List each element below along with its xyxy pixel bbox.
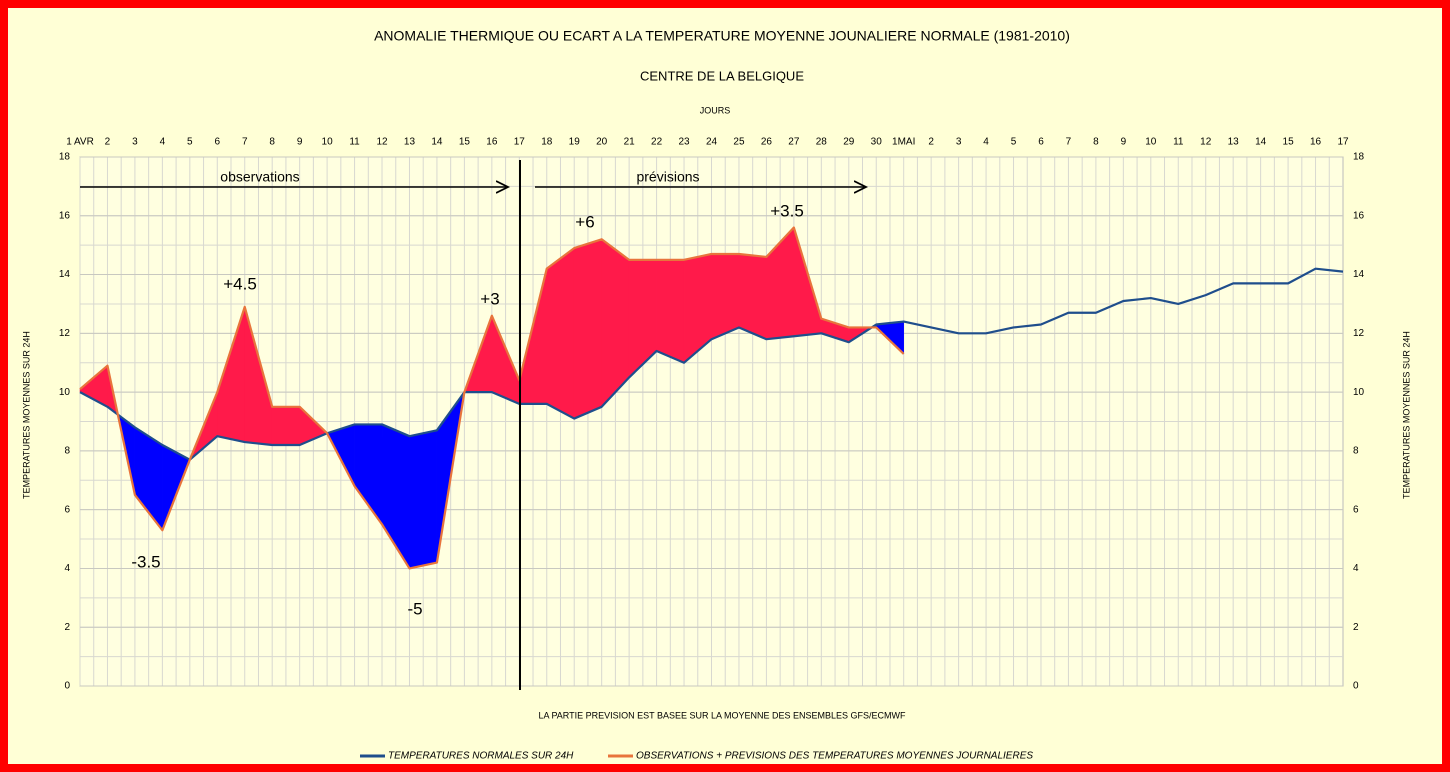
x-tick-label: 3 xyxy=(956,137,962,148)
x-tick-label: 27 xyxy=(788,137,800,148)
x-tick-label: 11 xyxy=(1173,137,1184,148)
x-tick-label: 29 xyxy=(843,137,855,148)
x-tick-label: 7 xyxy=(242,137,248,148)
x-tick-label: 4 xyxy=(983,137,989,148)
y-tick-label: 8 xyxy=(64,446,70,457)
y-tick-label: 0 xyxy=(64,681,70,692)
y2-tick-label: 6 xyxy=(1353,504,1359,515)
x-tick-label: 9 xyxy=(297,137,303,148)
x-tick-label: 9 xyxy=(1121,137,1127,148)
y2-tick-label: 0 xyxy=(1353,681,1359,692)
annotation: observations xyxy=(220,169,299,185)
y-tick-label: 16 xyxy=(59,210,71,221)
annotation: +3 xyxy=(480,289,499,308)
y-tick-label: 6 xyxy=(64,504,70,515)
x-tick-label: 26 xyxy=(761,137,773,148)
x-tick-label: 25 xyxy=(733,137,745,148)
legend-label: TEMPERATURES NORMALES SUR 24H xyxy=(388,751,574,762)
anomaly-area xyxy=(271,406,300,446)
x-tick-label: 21 xyxy=(624,137,636,148)
x-tick-label: 6 xyxy=(215,137,221,148)
x-tick-label: 3 xyxy=(132,137,138,148)
x-tick-label: 10 xyxy=(322,137,334,148)
chart-title: ANOMALIE THERMIQUE OU ECART A LA TEMPERA… xyxy=(374,28,1070,44)
x-tick-label: 8 xyxy=(1093,137,1099,148)
y2-tick-label: 12 xyxy=(1353,328,1365,339)
x-tick-label: 15 xyxy=(1283,137,1295,148)
y-tick-label: 18 xyxy=(59,152,71,163)
annotation: -5 xyxy=(407,599,422,618)
x-tick-label: 14 xyxy=(1255,137,1267,148)
y-tick-label: 2 xyxy=(64,622,70,633)
y-tick-label: 10 xyxy=(59,387,71,398)
x-tick-label: 1MAI xyxy=(892,137,915,148)
annotation: +3.5 xyxy=(770,201,804,220)
x-tick-label: 13 xyxy=(1228,137,1240,148)
y2-tick-label: 18 xyxy=(1353,152,1365,163)
annotation: +6 xyxy=(575,212,594,231)
note: LA PARTIE PREVISION EST BASEE SUR LA MOY… xyxy=(538,710,906,720)
series-line xyxy=(79,226,905,570)
anomaly-area xyxy=(738,253,767,340)
x-tick-label: 15 xyxy=(459,137,471,148)
legend-label: OBSERVATIONS + PREVISIONS DES TEMPERATUR… xyxy=(636,751,1033,762)
x-tick-label: 23 xyxy=(678,137,690,148)
x-tick-label: 19 xyxy=(569,137,581,148)
x-tick-label: 2 xyxy=(928,137,934,148)
x-tick-label: 4 xyxy=(160,137,166,148)
anomaly-area xyxy=(409,430,438,569)
y-tick-label: 14 xyxy=(59,269,71,280)
x-tick-label: 10 xyxy=(1145,137,1157,148)
y2-tick-label: 10 xyxy=(1353,387,1365,398)
annotation: prévisions xyxy=(636,169,699,185)
x-tick-label: 24 xyxy=(706,137,718,148)
x-tick-label: 5 xyxy=(187,137,193,148)
anomaly-area xyxy=(546,247,575,419)
x-tick-label: 2 xyxy=(105,137,111,148)
x-tick-label: 13 xyxy=(404,137,416,148)
y2-axis-label: TEMPERATURES MOYENNES SUR 24H xyxy=(1401,331,1411,499)
x-tick-label: 17 xyxy=(514,137,526,148)
x-tick-label: 12 xyxy=(376,137,388,148)
x-tick-label: 22 xyxy=(651,137,663,148)
x-tick-label: 18 xyxy=(541,137,553,148)
x-tick-label: 20 xyxy=(596,137,608,148)
x-tick-label: 17 xyxy=(1337,137,1349,148)
anomaly-area xyxy=(656,259,685,364)
x-tick-label: 1 AVR xyxy=(66,137,94,148)
y2-tick-label: 4 xyxy=(1353,563,1359,574)
x-tick-label: 5 xyxy=(1011,137,1017,148)
y2-tick-label: 16 xyxy=(1353,210,1365,221)
x-tick-label: 16 xyxy=(1310,137,1322,148)
x-tick-label: 12 xyxy=(1200,137,1212,148)
y2-tick-label: 2 xyxy=(1353,622,1359,633)
x-tick-label: 16 xyxy=(486,137,498,148)
x-tick-label: 28 xyxy=(816,137,828,148)
x-tick-label: 11 xyxy=(349,137,360,148)
x-tick-label: 14 xyxy=(431,137,443,148)
y-tick-label: 12 xyxy=(59,328,71,339)
chart-subtitle: CENTRE DE LA BELGIQUE xyxy=(640,68,804,83)
y-tick-label: 4 xyxy=(64,563,70,574)
anomaly-area xyxy=(711,253,740,340)
x-tick-label: 30 xyxy=(871,137,883,148)
annotation: -3.5 xyxy=(131,552,160,571)
y2-tick-label: 14 xyxy=(1353,269,1365,280)
annotation: +4.5 xyxy=(223,274,257,293)
series-line xyxy=(79,267,1344,461)
x-tick-label: 7 xyxy=(1066,137,1072,148)
y-axis-label: TEMPERATURES MOYENNES SUR 24H xyxy=(21,331,31,499)
x-axis-label: JOURS xyxy=(700,105,731,115)
x-tick-label: 6 xyxy=(1038,137,1044,148)
anomaly-area xyxy=(573,238,602,419)
x-tick-label: 8 xyxy=(269,137,275,148)
y2-tick-label: 8 xyxy=(1353,446,1359,457)
